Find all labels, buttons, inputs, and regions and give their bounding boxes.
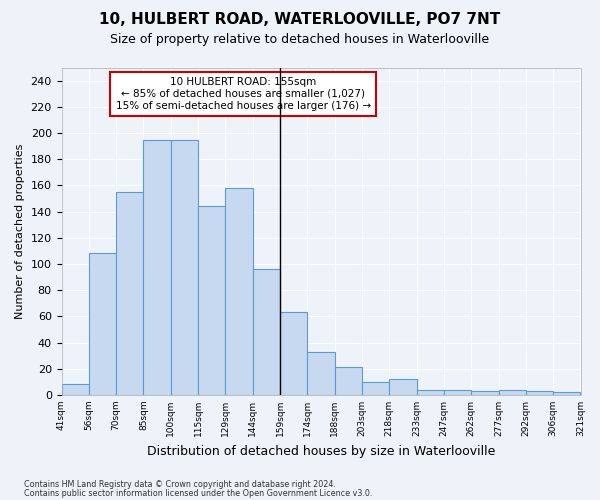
Bar	[335, 368, 362, 395]
Text: Contains public sector information licensed under the Open Government Licence v3: Contains public sector information licen…	[24, 489, 373, 498]
Y-axis label: Number of detached properties: Number of detached properties	[15, 144, 25, 319]
Bar	[116, 192, 143, 395]
Text: Size of property relative to detached houses in Waterlooville: Size of property relative to detached ho…	[110, 32, 490, 46]
Bar	[307, 352, 335, 395]
Bar	[171, 140, 198, 395]
Bar	[280, 312, 307, 395]
Bar	[444, 390, 471, 395]
Bar	[416, 390, 444, 395]
Bar	[226, 188, 253, 395]
Bar	[198, 206, 226, 395]
Text: Contains HM Land Registry data © Crown copyright and database right 2024.: Contains HM Land Registry data © Crown c…	[24, 480, 336, 489]
Bar	[499, 390, 526, 395]
Bar	[143, 140, 171, 395]
Bar	[362, 382, 389, 395]
Text: 10, HULBERT ROAD, WATERLOOVILLE, PO7 7NT: 10, HULBERT ROAD, WATERLOOVILLE, PO7 7NT	[100, 12, 500, 28]
Text: 10 HULBERT ROAD: 155sqm
← 85% of detached houses are smaller (1,027)
15% of semi: 10 HULBERT ROAD: 155sqm ← 85% of detache…	[116, 78, 371, 110]
Bar	[389, 379, 416, 395]
X-axis label: Distribution of detached houses by size in Waterlooville: Distribution of detached houses by size …	[147, 444, 495, 458]
Bar	[253, 269, 280, 395]
Bar	[471, 391, 499, 395]
Bar	[526, 391, 553, 395]
Bar	[89, 254, 116, 395]
Bar	[62, 384, 89, 395]
Bar	[553, 392, 580, 395]
